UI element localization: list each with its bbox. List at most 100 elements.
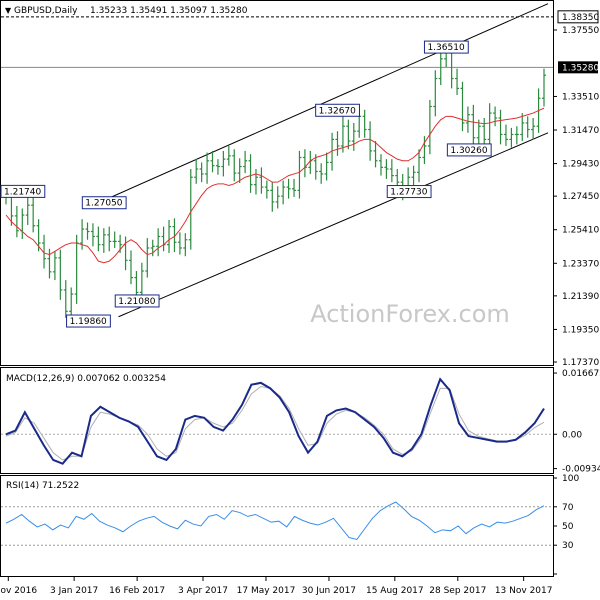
price-bar (248, 154, 253, 193)
macd-y-tick-label: 0.016672 (562, 369, 600, 379)
macd-y-tick-label: 0.00 (562, 430, 582, 440)
price-bar (112, 231, 117, 248)
price-bar (476, 119, 481, 146)
price-bar (205, 152, 210, 184)
price-y-tick-label: 1.31470 (562, 126, 599, 136)
price-bar (313, 154, 318, 180)
moving-average-line (5, 107, 545, 264)
price-annotation-box (114, 294, 160, 308)
price-bar (346, 119, 351, 150)
price-bar (465, 106, 470, 133)
rsi-y-tick-label: 30 (562, 541, 574, 551)
price-bar (264, 180, 269, 199)
price-bar (243, 150, 248, 174)
price-panel-title-icon: ▼ (5, 6, 12, 15)
macd-panel-title: MACD(12,26,9) 0.007062 0.003254 (6, 374, 166, 384)
price-bar (14, 206, 19, 238)
price-annotation: 1.36510 (423, 40, 469, 54)
price-annotation-label: 1.21740 (4, 187, 41, 197)
price-annotation: 1.21080 (114, 294, 160, 308)
price-y-tick-label: 1.25410 (562, 226, 599, 236)
price-annotation-box (66, 314, 111, 328)
price-bar (221, 150, 226, 177)
rsi-panel (0, 475, 554, 577)
price-bar (210, 150, 215, 173)
price-annotation-label: 1.32670 (319, 106, 356, 116)
x-tick-label: 3 Jan 2017 (50, 586, 98, 596)
price-bar (330, 132, 335, 171)
price-annotation-label: 1.36510 (427, 43, 464, 53)
price-bar (259, 167, 264, 194)
price-y-tick-label: 1.27450 (562, 192, 599, 202)
x-tick-label: 3 Apr 2017 (178, 586, 228, 596)
price-annotation-label: 1.19860 (70, 317, 107, 327)
price-bar (183, 233, 188, 257)
x-tick-label: 16 Feb 2017 (109, 586, 165, 596)
price-bar (433, 70, 438, 117)
price-bar (503, 124, 508, 146)
rsi-y-tick-label: 100 (562, 474, 579, 484)
price-bar (286, 178, 291, 199)
price-annotation-box (315, 103, 360, 117)
price-annotation-label: 1.30260 (450, 146, 487, 156)
price-annotation: 1.21740 (0, 184, 46, 198)
price-annotation: 1.30260 (446, 143, 492, 157)
x-tick-label: 15 Aug 2017 (366, 586, 424, 596)
x-tick-label: 30 Jun 2017 (302, 586, 356, 596)
price-bar (253, 169, 258, 195)
price-bar (509, 127, 514, 148)
price-bar (237, 158, 242, 183)
x-tick-label: 18 Nov 2016 (0, 586, 37, 596)
macd-y-tick-label: -0.009345 (562, 465, 600, 475)
price-bar (340, 116, 345, 153)
price-bar (199, 162, 204, 183)
price-bar (101, 228, 106, 253)
price-y-tick-label: 1.17370 (562, 358, 599, 368)
channel-lower-line (118, 132, 549, 318)
price-bar (389, 159, 394, 183)
rsi-y-tick-label: 70 (562, 503, 574, 513)
price-y-tick-label: 1.37550 (562, 26, 599, 36)
price-panel (0, 0, 554, 366)
x-tick-label: 28 Sep 2017 (429, 586, 486, 596)
price-bar (471, 104, 476, 145)
price-bar (63, 280, 68, 318)
rsi-layer (1, 501, 553, 546)
price-bar (297, 150, 302, 199)
price-bar (177, 232, 182, 255)
price-bar (270, 182, 275, 212)
price-y-tick-label: 1.33510 (562, 92, 599, 102)
price-bar (411, 165, 416, 186)
price-bar (96, 226, 101, 252)
price-bar (427, 99, 432, 155)
price-bar (281, 180, 286, 205)
watermark: ActionForex.com (310, 300, 510, 328)
price-bar (90, 223, 95, 247)
price-annotation-label: 1.21080 (118, 297, 155, 307)
price-bar (25, 196, 30, 225)
channel-upper-line (98, 3, 549, 204)
price-bar (422, 136, 427, 165)
price-bar (172, 218, 177, 253)
x-tick-label: 13 Nov 2017 (495, 586, 553, 596)
macd-layer (1, 377, 553, 465)
x-tick-label: 17 May 2017 (237, 586, 296, 596)
price-bar (335, 131, 340, 156)
price-annotation-box (0, 184, 46, 198)
axes-layer: 1.38350 1.37550 1.35280 1.33510 1.31470 1.294… (0, 10, 600, 596)
price-bar (384, 159, 389, 179)
reference-price-tag (557, 10, 599, 24)
price-annotation-box (386, 185, 432, 199)
price-annotation-box (81, 196, 127, 210)
price-bar (42, 234, 47, 269)
price-y-tick-label: 1.29430 (562, 160, 599, 170)
price-bar (373, 141, 378, 168)
price-bar (232, 149, 237, 182)
price-bar (351, 122, 356, 151)
price-bar (362, 109, 367, 138)
price-panel-ohlc: 1.35233 1.35491 1.35097 1.35280 (90, 6, 248, 16)
price-bar (438, 48, 443, 86)
price-bar (531, 118, 536, 140)
price-y-tick-label: 1.19350 (562, 325, 599, 335)
price-y-tick-label: 1.21390 (562, 292, 599, 302)
